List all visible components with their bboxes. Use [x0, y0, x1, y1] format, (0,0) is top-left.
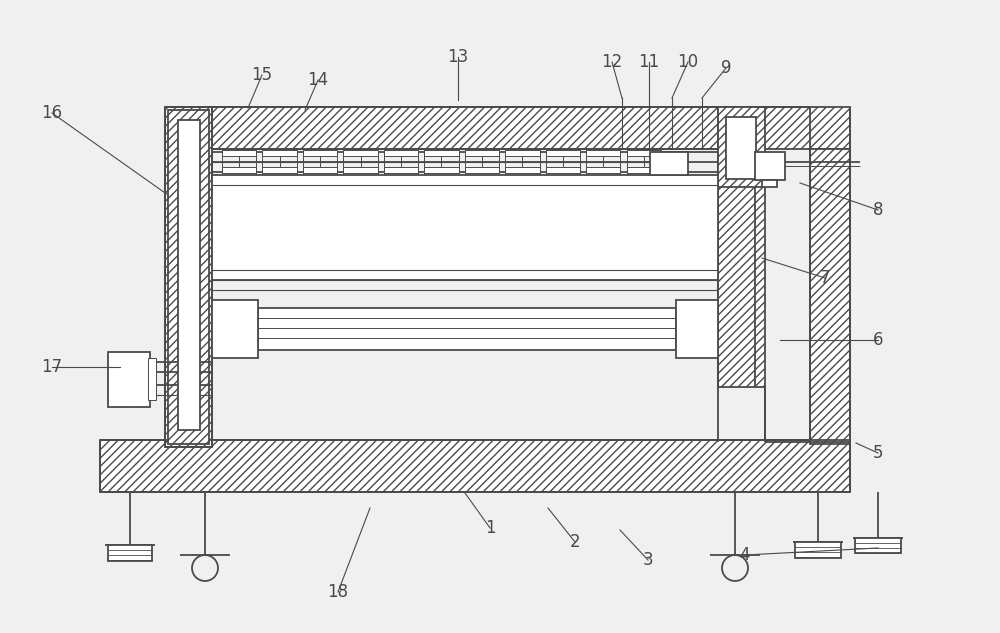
Text: 13: 13	[447, 48, 469, 66]
Bar	[262, 167, 297, 173]
Bar	[178, 120, 200, 430]
Bar	[165, 107, 212, 447]
Bar	[810, 149, 850, 444]
Bar	[108, 352, 150, 407]
Bar	[222, 167, 256, 173]
Bar	[676, 300, 718, 358]
Bar	[108, 545, 152, 561]
Bar	[303, 150, 337, 156]
Bar	[343, 167, 378, 173]
Bar	[343, 150, 378, 156]
Text: 8: 8	[873, 201, 883, 219]
Text: 2: 2	[570, 533, 580, 551]
Bar	[726, 117, 756, 179]
Bar	[586, 167, 620, 173]
Bar	[100, 440, 850, 492]
Bar	[855, 538, 901, 553]
Bar	[627, 150, 661, 156]
Text: 10: 10	[677, 53, 699, 71]
Text: 4: 4	[740, 546, 750, 564]
Text: 3: 3	[643, 551, 653, 569]
Bar	[424, 150, 459, 156]
Bar	[762, 180, 777, 187]
Bar	[303, 167, 337, 173]
Bar	[546, 167, 580, 173]
Text: 12: 12	[601, 53, 623, 71]
Bar	[384, 150, 418, 156]
Text: 5: 5	[873, 444, 883, 462]
Text: 6: 6	[873, 331, 883, 349]
Bar	[165, 107, 755, 149]
Bar	[262, 150, 297, 156]
Text: 14: 14	[307, 71, 329, 89]
Text: 11: 11	[638, 53, 660, 71]
Bar	[718, 107, 765, 187]
Bar	[212, 175, 718, 280]
Text: 7: 7	[820, 269, 830, 287]
Text: 18: 18	[327, 583, 349, 601]
Text: 15: 15	[251, 66, 273, 84]
Bar	[586, 150, 620, 156]
Bar	[465, 150, 499, 156]
Bar	[505, 167, 540, 173]
Bar	[222, 150, 256, 156]
Text: 1: 1	[485, 519, 495, 537]
Bar	[148, 358, 156, 400]
Bar	[718, 107, 765, 387]
Bar	[755, 107, 850, 149]
Text: 16: 16	[41, 104, 63, 122]
Bar	[168, 110, 209, 444]
Bar	[258, 308, 676, 350]
Bar	[650, 152, 688, 175]
Text: 17: 17	[41, 358, 63, 376]
Bar	[424, 167, 459, 173]
Bar	[795, 542, 841, 558]
Text: 9: 9	[721, 59, 731, 77]
Bar	[384, 167, 418, 173]
Bar	[212, 300, 258, 358]
Bar	[627, 167, 661, 173]
Bar	[465, 167, 499, 173]
Bar	[505, 150, 540, 156]
Bar	[755, 152, 785, 180]
Bar	[546, 150, 580, 156]
